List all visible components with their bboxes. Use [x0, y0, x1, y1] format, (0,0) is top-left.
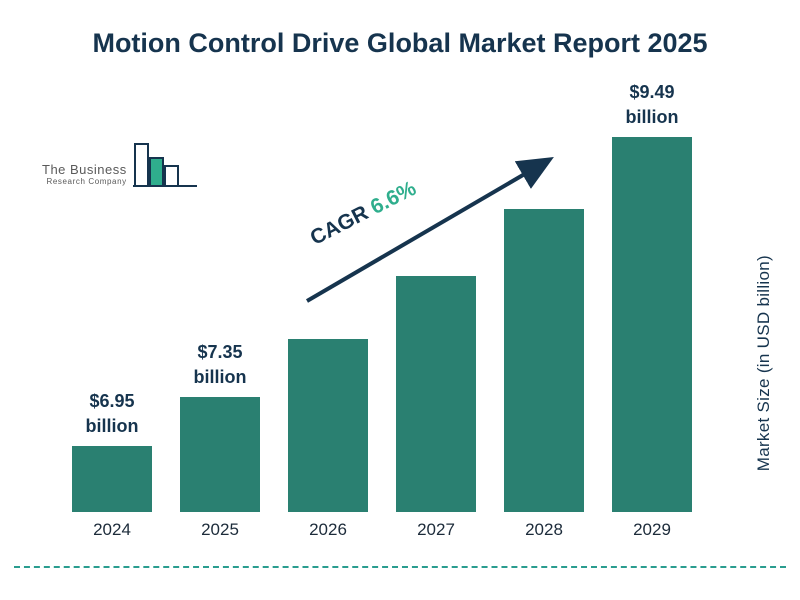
logo-text: The Business Research Company	[42, 162, 127, 194]
bar	[396, 276, 476, 512]
bar-column: 2028	[504, 201, 584, 542]
bar	[72, 446, 152, 512]
x-axis-label: 2025	[201, 520, 239, 539]
bar-value-label: $9.49 billion	[625, 82, 679, 127]
x-axis-label: 2028	[525, 520, 563, 539]
bar-column: $6.95 billion 2024	[72, 389, 152, 542]
logo-text-line1: The Business	[42, 162, 127, 177]
bar	[180, 397, 260, 512]
page-title: Motion Control Drive Global Market Repor…	[92, 28, 708, 58]
bar-chart-logo-icon	[132, 143, 197, 187]
bottom-dashed-divider	[14, 566, 786, 568]
y-axis-label: Market Size (in USD billion)	[754, 255, 773, 472]
logo: The Business Research Company	[42, 142, 199, 194]
bar-value-label: $6.95 billion	[85, 391, 139, 436]
x-axis-label: 2027	[417, 520, 455, 539]
bar-column: 2027	[396, 268, 476, 542]
bar-column: 2026	[288, 331, 368, 542]
logo-text-line2: Research Company	[46, 177, 127, 186]
x-axis-label: 2024	[93, 520, 131, 539]
bar-value-label: $7.35 billion	[193, 342, 247, 387]
bar	[504, 209, 584, 512]
bar-column: $9.49 billion 2029	[612, 80, 692, 542]
bar	[612, 137, 692, 512]
bar-column: $7.35 billion 2025	[180, 340, 260, 542]
bar	[288, 339, 368, 512]
bar-chart: $6.95 billion 2024 $7.35 billion 2025 2026 2027…	[72, 80, 692, 542]
x-axis-label: 2026	[309, 520, 347, 539]
x-axis-label: 2029	[633, 520, 671, 539]
trend-arrow	[305, 156, 554, 303]
